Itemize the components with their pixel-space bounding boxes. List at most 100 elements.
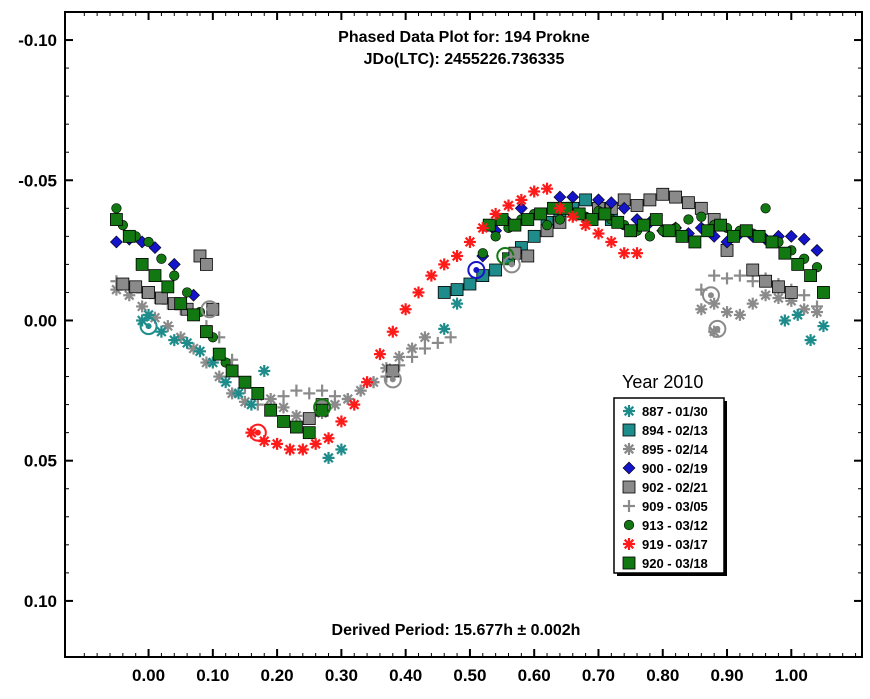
data-point [656, 187, 670, 201]
data-point [289, 420, 303, 434]
data-point [554, 214, 566, 225]
legend-marker [623, 443, 635, 455]
legend-entry: 894 - 02/13 [622, 423, 708, 438]
data-point [354, 384, 367, 397]
data-point [361, 376, 374, 389]
marked-point [313, 398, 332, 417]
legend-marker [622, 461, 636, 475]
data-point [733, 308, 746, 321]
legend-label: 900 - 02/19 [642, 461, 708, 476]
marked-point [701, 286, 720, 305]
data-point [451, 249, 464, 262]
data-point [759, 289, 772, 302]
data-point [765, 235, 779, 249]
y-tick-label: -0.10 [18, 31, 57, 50]
data-point [168, 334, 181, 347]
data-point [804, 269, 817, 283]
data-point [129, 280, 143, 294]
data-point [604, 196, 618, 210]
x-tick-label: 1.00 [775, 666, 808, 685]
data-point [778, 314, 791, 327]
data-point [463, 235, 476, 248]
y-tick-label: -0.05 [18, 171, 57, 190]
series-919 [245, 182, 644, 456]
data-point [393, 350, 406, 363]
data-point [290, 384, 303, 397]
data-point [335, 443, 348, 456]
data-point [161, 280, 175, 294]
data-point [418, 331, 431, 344]
data-point [258, 364, 271, 377]
data-point [477, 248, 488, 259]
data-point [122, 229, 136, 243]
series-920 [110, 201, 830, 440]
legend-title: Year 2010 [622, 372, 703, 392]
legend-marker [622, 423, 636, 437]
data-point [489, 263, 503, 277]
data-point [804, 334, 817, 347]
marked-point [383, 370, 402, 389]
data-point [277, 390, 290, 403]
data-point [328, 390, 341, 403]
data-point [791, 257, 805, 271]
data-point [798, 289, 811, 302]
data-point [156, 253, 167, 264]
data-point [322, 432, 335, 445]
data-point [598, 207, 612, 221]
data-point [810, 243, 824, 257]
data-point [817, 320, 830, 333]
data-point [271, 437, 284, 450]
data-point [521, 249, 535, 263]
data-point [683, 214, 694, 225]
x-axis: 0.00 0.10 0.20 0.30 0.40 0.50 0.60 0.70 0.80 0.90… [83, 12, 857, 685]
data-point [701, 224, 715, 238]
legend-marker [623, 519, 635, 531]
data-point [277, 401, 290, 414]
data-point [541, 182, 554, 195]
data-point [534, 207, 548, 221]
legend-entry: 909 - 03/05 [623, 499, 708, 514]
data-point [438, 258, 451, 271]
data-point [425, 269, 438, 282]
series-layer [109, 182, 830, 464]
x-tick-label: 0.90 [710, 666, 743, 685]
legend-label: 920 - 03/18 [642, 556, 708, 571]
data-point [406, 350, 419, 363]
data-point [772, 292, 785, 305]
data-point [617, 201, 631, 215]
legend-entry: 913 - 03/12 [623, 518, 708, 533]
data-point [721, 272, 734, 285]
data-point [566, 190, 580, 204]
data-point [682, 196, 695, 210]
data-point [143, 236, 154, 248]
data-point [746, 297, 759, 310]
data-point [418, 342, 431, 355]
data-point [200, 257, 213, 271]
data-point [579, 219, 592, 232]
chart-subtitle: JDo(LTC): 2455226.736335 [364, 51, 565, 68]
x-tick-label: 0.40 [389, 666, 422, 685]
data-point [784, 286, 798, 299]
data-point [721, 306, 734, 319]
y-tick-label: 0.10 [24, 592, 57, 611]
legend-entry: 919 - 03/17 [623, 537, 708, 552]
data-point [110, 213, 123, 226]
data-point [187, 308, 200, 322]
data-point [277, 415, 290, 428]
data-point [155, 325, 168, 338]
data-point [451, 297, 464, 310]
data-point [644, 231, 655, 242]
data-point [798, 303, 811, 316]
x-tick-label: 0.10 [196, 666, 229, 685]
data-point [528, 185, 541, 198]
data-point [476, 221, 489, 234]
data-point [579, 193, 593, 207]
data-point [696, 211, 707, 222]
data-point [760, 203, 771, 214]
data-point [649, 213, 663, 226]
data-point [322, 451, 335, 464]
data-point [412, 286, 425, 299]
data-point [772, 280, 785, 294]
data-point [759, 274, 772, 288]
